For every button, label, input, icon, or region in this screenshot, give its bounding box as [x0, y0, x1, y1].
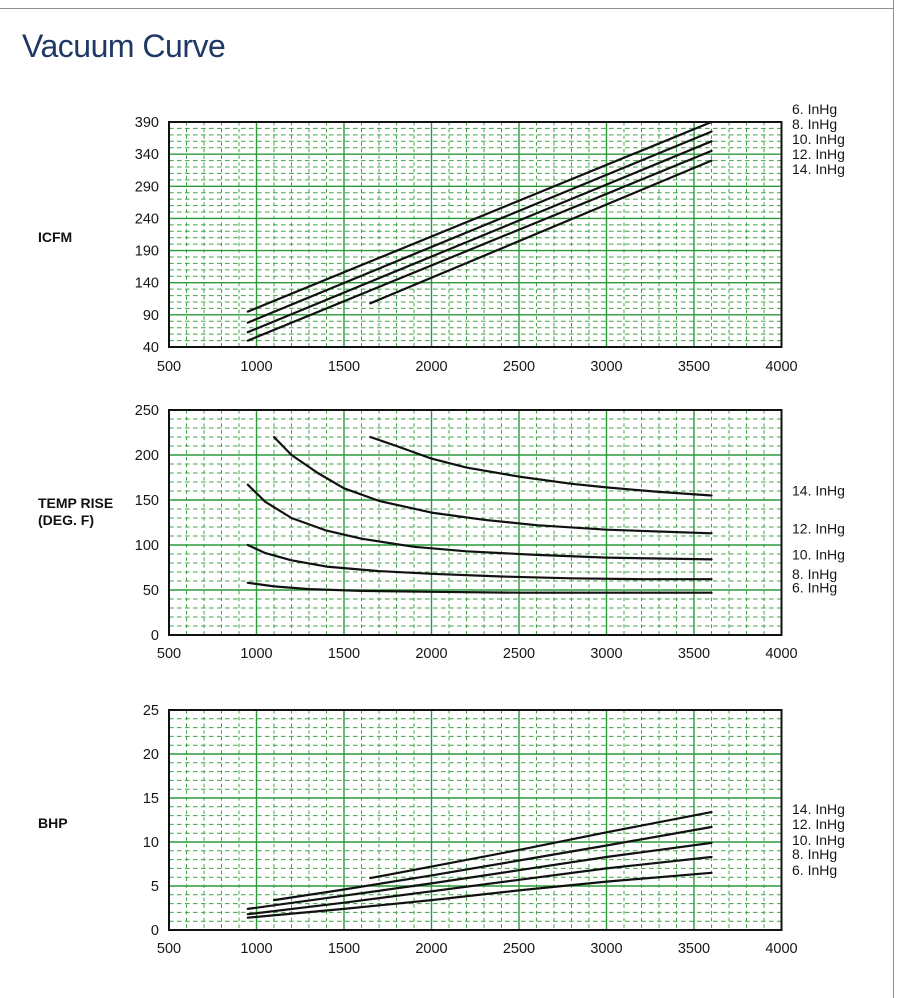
x-tick-label-temp-rise-4000: 4000: [765, 646, 797, 662]
y-tick-label-bhp-0: 0: [151, 923, 159, 939]
x-tick-label-temp-rise-1000: 1000: [240, 646, 272, 662]
y-tick-label-bhp-10: 10: [143, 835, 159, 851]
x-tick-label-icfm-2000: 2000: [415, 359, 447, 375]
bhp-axis-label: BHP: [38, 815, 68, 832]
grid-minor-temp-rise: [169, 410, 782, 635]
series-bhp-10-inhg: [246, 841, 713, 911]
y-tick-label-bhp-15: 15: [143, 791, 159, 807]
plot-border-temp-rise: [168, 409, 783, 636]
chart-icfm: 500 1000 1500 2000 2500 3000 3500 4000 40 90 140 19…: [135, 101, 845, 375]
legend-label-bhp-6-inhg: 6. InHg: [792, 862, 837, 878]
x-tick-label-bhp-4000: 4000: [765, 941, 797, 957]
x-tick-label-temp-rise-1500: 1500: [328, 646, 360, 662]
y-tick-label-temp-rise-100: 100: [135, 538, 159, 554]
y-tick-label-icfm-40: 40: [143, 340, 159, 356]
legend-label-icfm-14-inhg: 14. InHg: [792, 161, 845, 177]
series-icfm-12-inhg: [246, 149, 713, 342]
x-tick-label-bhp-2000: 2000: [415, 941, 447, 957]
series-icfm-10-inhg: [246, 140, 713, 334]
series-icfm-8-inhg: [246, 130, 713, 324]
x-tick-label-icfm-1000: 1000: [240, 359, 272, 375]
temp-rise-axis-label-line2: (DEG. F): [38, 511, 94, 528]
x-tick-label-temp-rise-3000: 3000: [590, 646, 622, 662]
icfm-axis-label: ICFM: [38, 229, 72, 246]
x-tick-label-bhp-3500: 3500: [678, 941, 710, 957]
chart-temp-rise: 500 1000 1500 2000 2500 3000 3500 4000 0 50 100 150…: [135, 403, 845, 662]
grid-major-icfm: [169, 122, 782, 347]
y-tick-label-temp-rise-250: 250: [135, 403, 159, 419]
legend-label-temp-rise-8-inhg: 8. InHg: [792, 566, 837, 582]
y-tick-label-bhp-20: 20: [143, 747, 159, 763]
series-temp-rise-10-inhg: [246, 483, 713, 561]
grid-minor-bhp: [169, 710, 782, 930]
series-bhp-6-inhg: [246, 871, 713, 919]
y-tick-label-bhp-25: 25: [143, 703, 159, 719]
y-tick-label-icfm-90: 90: [143, 308, 159, 324]
legend-label-temp-rise-14-inhg: 14. InHg: [792, 483, 845, 499]
legend-label-icfm-8-inhg: 8. InHg: [792, 116, 837, 132]
bhp-axis-label-text: BHP: [38, 815, 68, 831]
legend-label-icfm-6-inhg: 6. InHg: [792, 101, 837, 117]
legend-label-bhp-14-inhg: 14. InHg: [792, 801, 845, 817]
grid-minor-icfm: [169, 122, 782, 347]
legend-label-bhp-12-inhg: 12. InHg: [792, 816, 845, 832]
y-tick-label-icfm-290: 290: [135, 179, 159, 195]
series-icfm-14-inhg: [369, 159, 713, 305]
page-top-rule: [0, 8, 894, 9]
legend-label-icfm-10-inhg: 10. InHg: [792, 131, 845, 147]
legend-label-icfm-12-inhg: 12. InHg: [792, 146, 845, 162]
x-tick-label-temp-rise-500: 500: [157, 646, 181, 662]
page-title: Vacuum Curve: [22, 28, 226, 64]
series-bhp-14-inhg: [369, 810, 713, 880]
icfm-axis-label-text: ICFM: [38, 229, 73, 245]
legend-label-bhp-8-inhg: 8. InHg: [792, 846, 837, 862]
temp-rise-axis-label-line1: TEMP RISE: [38, 495, 114, 511]
series-temp-rise-12-inhg: [272, 435, 713, 535]
legend-label-temp-rise-6-inhg: 6. InHg: [792, 580, 837, 596]
x-tick-label-temp-rise-2500: 2500: [503, 646, 535, 662]
grid-major-bhp: [169, 710, 782, 930]
y-tick-label-temp-rise-200: 200: [135, 448, 159, 464]
series-temp-rise-14-inhg: [369, 435, 713, 497]
plot-border-bhp: [168, 709, 783, 931]
x-tick-label-icfm-4000: 4000: [765, 359, 797, 375]
y-tick-label-icfm-140: 140: [135, 276, 159, 292]
series-temp-rise-8-inhg: [246, 543, 713, 581]
legend-label-temp-rise-10-inhg: 10. InHg: [792, 546, 845, 562]
y-tick-label-icfm-190: 190: [135, 244, 159, 260]
chart-bhp: 500 1000 1500 2000 2500 3000 3500 4000 0 5 10 15 20 2…: [143, 703, 845, 957]
grid-major-temp-rise: [169, 410, 782, 635]
legend-label-temp-rise-12-inhg: 12. InHg: [792, 520, 845, 536]
series-icfm-6-inhg: [246, 120, 713, 313]
plot-border-icfm: [168, 121, 783, 348]
x-tick-label-temp-rise-2000: 2000: [415, 646, 447, 662]
x-tick-label-bhp-2500: 2500: [503, 941, 535, 957]
series-bhp-8-inhg: [246, 855, 713, 916]
y-tick-label-temp-rise-0: 0: [151, 628, 159, 644]
y-tick-label-temp-rise-150: 150: [135, 493, 159, 509]
series-bhp-12-inhg: [272, 825, 713, 902]
series-temp-rise-6-inhg: [246, 581, 713, 594]
legend-label-bhp-10-inhg: 10. InHg: [792, 832, 845, 848]
x-tick-label-bhp-3000: 3000: [590, 941, 622, 957]
x-tick-label-temp-rise-3500: 3500: [678, 646, 710, 662]
temp-rise-axis-label: TEMP RISE (DEG. F): [38, 495, 113, 528]
x-tick-label-bhp-1000: 1000: [240, 941, 272, 957]
x-tick-label-icfm-500: 500: [157, 359, 181, 375]
y-tick-label-icfm-390: 390: [135, 115, 159, 131]
x-tick-label-icfm-3500: 3500: [678, 359, 710, 375]
x-tick-label-icfm-3000: 3000: [590, 359, 622, 375]
y-tick-label-icfm-240: 240: [135, 211, 159, 227]
x-tick-label-icfm-2500: 2500: [503, 359, 535, 375]
x-tick-label-bhp-500: 500: [157, 941, 181, 957]
y-tick-label-icfm-340: 340: [135, 147, 159, 163]
y-tick-label-temp-rise-50: 50: [143, 583, 159, 599]
x-tick-label-bhp-1500: 1500: [328, 941, 360, 957]
x-tick-label-icfm-1500: 1500: [328, 359, 360, 375]
y-tick-label-bhp-5: 5: [151, 879, 159, 895]
page-right-rule: [893, 0, 894, 998]
